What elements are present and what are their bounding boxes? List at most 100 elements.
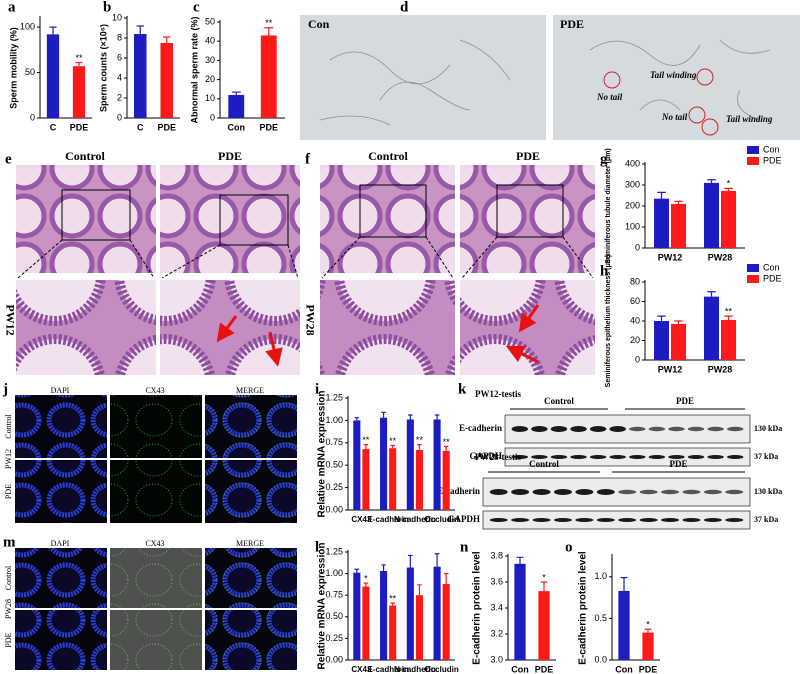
blot-band	[668, 426, 685, 432]
size-label: 37 kDa	[754, 515, 778, 524]
blot-band	[668, 455, 685, 459]
legend-label: Con	[763, 262, 780, 272]
bar	[442, 450, 450, 510]
column-label: PDE	[218, 149, 242, 163]
size-label: 37 kDa	[754, 452, 778, 461]
error-bar	[381, 564, 386, 572]
blot-band	[553, 518, 572, 522]
y-tick-label: 6	[117, 52, 122, 62]
error-bar	[264, 27, 274, 36]
bar	[133, 34, 147, 118]
protein-label: GAPDH	[448, 514, 481, 524]
blot-band	[589, 426, 607, 432]
arrow	[505, 304, 540, 364]
annotation: Tail winding	[650, 70, 697, 80]
bar	[654, 321, 669, 360]
y-tick-label: 3.6	[490, 576, 503, 586]
panel-label: h	[600, 263, 609, 279]
fluorescence-image	[15, 610, 107, 670]
y-axis-label: Sperm mobility (%)	[8, 27, 18, 109]
x-tick-label: PDE	[639, 664, 658, 674]
error-bar	[434, 553, 440, 567]
error-bar	[75, 61, 83, 67]
image-title: Con	[308, 17, 330, 31]
fluorescence-image	[110, 610, 202, 670]
blot-band	[639, 489, 658, 495]
bar	[514, 563, 526, 660]
y-tick-label: 300	[625, 179, 640, 189]
blot-band	[725, 489, 744, 495]
y-tick-label: 60	[630, 296, 640, 306]
size-label: 130 kDa	[754, 487, 782, 496]
blot-image	[504, 447, 751, 467]
blot-band	[531, 455, 548, 459]
blot-band	[707, 455, 724, 459]
significance: *	[727, 179, 731, 189]
image-title: PDE	[560, 17, 584, 31]
bar	[415, 449, 423, 510]
blot-band	[618, 489, 637, 495]
y-tick-label: 0	[635, 242, 640, 252]
significance: *	[646, 620, 650, 630]
blot-band	[661, 489, 680, 495]
legend-label: PDE	[763, 155, 782, 165]
panel-label: i	[315, 381, 319, 397]
x-tick-label: PW28	[708, 252, 733, 262]
legend-swatch	[747, 157, 759, 165]
y-tick-label: 0.25	[325, 482, 343, 492]
error-bar	[644, 628, 652, 633]
row-label: PDE	[4, 484, 13, 499]
error-bar	[540, 581, 548, 592]
y-tick-label: 50	[205, 16, 215, 26]
column-label: DAPI	[51, 539, 70, 548]
protein-label: E-cadherin	[459, 423, 502, 433]
x-tick-label: PDE	[535, 664, 554, 674]
bar	[406, 567, 414, 660]
annotation: No tail	[661, 112, 688, 122]
sperm-tails	[319, 39, 771, 126]
bar	[228, 94, 245, 118]
annotation: No tail	[596, 92, 623, 102]
error-bar	[674, 320, 683, 324]
bar	[704, 296, 719, 360]
bar	[721, 190, 736, 248]
histology-image	[160, 165, 300, 273]
blot-image	[482, 510, 751, 530]
blot-band	[609, 426, 626, 432]
x-tick-label: PDE	[157, 122, 176, 132]
error-bar	[443, 445, 449, 451]
y-axis-label: Abnormal sperm rate (%)	[189, 16, 199, 123]
y-tick-label: 200	[625, 200, 640, 210]
y-tick-label: 3.2	[490, 628, 503, 638]
bar	[46, 34, 60, 119]
significance: *	[364, 573, 368, 583]
x-tick-label: CX43	[351, 665, 372, 674]
blot-band	[661, 518, 680, 522]
blot-band	[687, 455, 705, 459]
protein-label: GAPDH	[470, 451, 503, 461]
bar	[433, 419, 441, 510]
bar	[654, 198, 669, 248]
blot-band	[575, 518, 594, 522]
fluorescence-image	[110, 395, 202, 458]
error-bar	[163, 36, 171, 43]
error-bar	[381, 411, 386, 418]
column-label: MERGE	[236, 539, 264, 548]
y-tick-label: 1.25	[325, 392, 343, 402]
column-label: PDE	[516, 149, 540, 163]
fluorescence-image	[205, 610, 297, 670]
panel-label: k	[458, 381, 467, 397]
bar	[260, 35, 277, 118]
x-tick-label: Occludin	[425, 665, 459, 674]
blot-band	[725, 518, 744, 522]
bar	[671, 203, 686, 248]
bar	[160, 43, 174, 118]
error-bar	[408, 414, 413, 420]
x-tick-label: Con	[511, 664, 529, 674]
error-bar	[707, 291, 716, 297]
error-bar	[390, 602, 395, 606]
bar	[704, 182, 719, 248]
panel-label: o	[565, 539, 573, 555]
y-tick-label: 0	[117, 112, 122, 122]
y-tick-label: 40	[205, 36, 215, 46]
